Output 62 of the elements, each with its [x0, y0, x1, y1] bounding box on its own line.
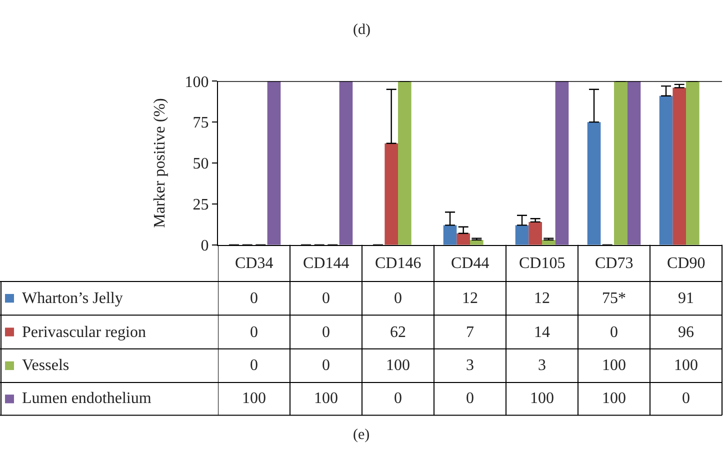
data-label: 0 [394, 390, 402, 407]
data-label: 100 [314, 390, 338, 407]
data-label: 100 [602, 390, 626, 407]
data-label: 12 [462, 290, 478, 307]
data-label: 7 [466, 324, 474, 341]
bar [627, 81, 641, 245]
data-label: 75* [602, 290, 626, 307]
y-tick-label: 50 [192, 156, 209, 173]
x-tick-label: CD34 [235, 255, 274, 272]
bar [672, 88, 686, 245]
y-axis-title: Marker positive (%) [152, 98, 169, 228]
x-tick-label: CD144 [303, 255, 350, 272]
x-tick-label: CD44 [451, 255, 490, 272]
legend-label: Perivascular region [22, 324, 146, 341]
data-label: 0 [250, 324, 258, 341]
data-label: 14 [534, 324, 550, 341]
legend-label: Lumen endothelium [22, 390, 152, 407]
data-label: 100 [674, 357, 698, 374]
bar [686, 81, 700, 245]
data-label: 0 [250, 290, 258, 307]
bar [555, 81, 569, 245]
x-tick-label: CD146 [375, 255, 422, 272]
data-label: 3 [466, 357, 474, 374]
data-label: 62 [390, 324, 406, 341]
bar [398, 81, 412, 245]
x-tick-label: CD105 [519, 255, 566, 272]
data-label: 3 [538, 357, 546, 374]
data-label: 0 [322, 290, 330, 307]
data-label: 100 [242, 390, 266, 407]
x-tick-label: CD73 [595, 255, 634, 272]
y-tick-label: 0 [200, 237, 209, 254]
data-label: 0 [394, 290, 402, 307]
bar [443, 225, 457, 245]
bar [339, 81, 353, 245]
legend-label: Vessels [22, 357, 70, 374]
data-label: 91 [678, 290, 694, 307]
bar [515, 225, 529, 245]
bar [614, 81, 628, 245]
x-tick-label: CD90 [667, 255, 706, 272]
y-tick-label: 100 [184, 74, 209, 91]
legend-label: Wharton’s Jelly [22, 290, 123, 307]
bar [456, 233, 470, 245]
data-label: 12 [534, 290, 550, 307]
bar [528, 222, 542, 245]
data-label: 100 [602, 357, 626, 374]
bar [659, 96, 673, 245]
data-label: 0 [322, 324, 330, 341]
data-label: 96 [678, 324, 694, 341]
bar [384, 143, 398, 245]
bar [587, 122, 601, 245]
data-label: 100 [386, 357, 410, 374]
data-label: 0 [466, 390, 474, 407]
chart-title: (d) [353, 22, 370, 38]
data-label: 0 [682, 390, 690, 407]
data-label: 0 [610, 324, 618, 341]
bar [267, 81, 281, 245]
y-tick-label: 25 [192, 196, 209, 214]
data-label: 0 [250, 357, 258, 374]
y-tick-label: 75 [192, 114, 209, 132]
data-label: 100 [530, 390, 554, 407]
data-label: 0 [322, 357, 330, 374]
text: (e) [353, 427, 370, 443]
